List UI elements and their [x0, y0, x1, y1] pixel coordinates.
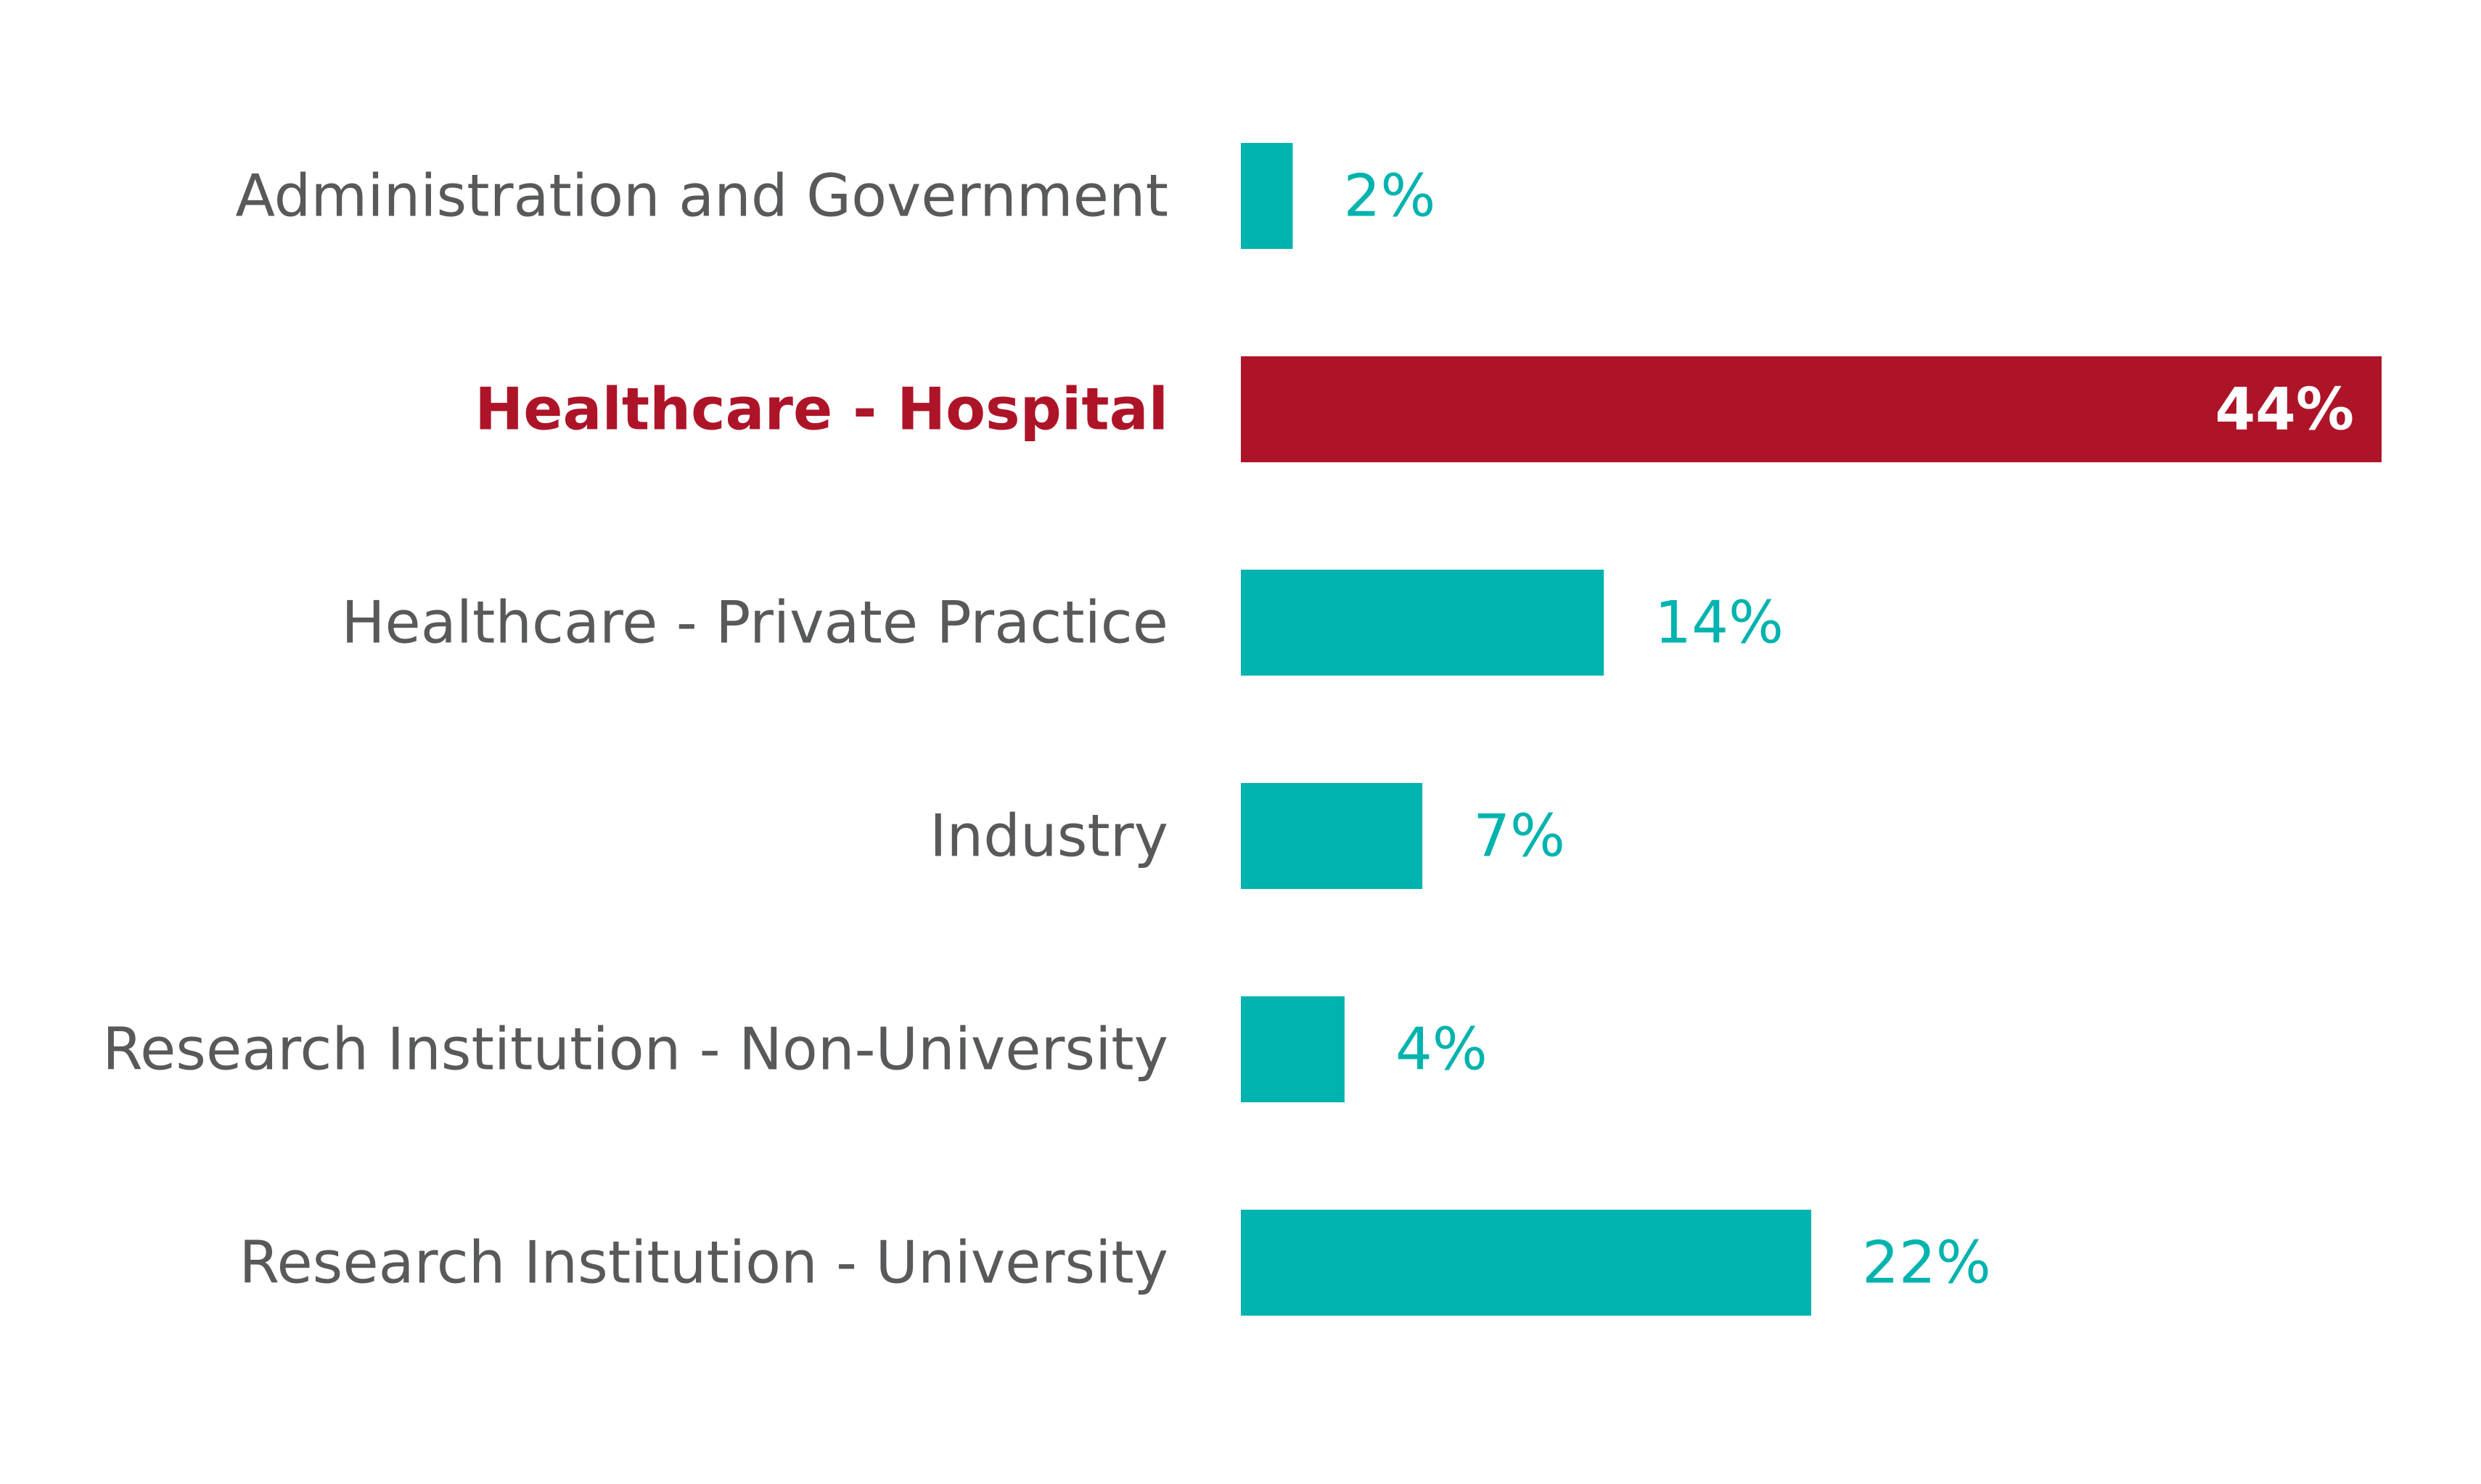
bar-research-institution-non-university: [1241, 996, 1345, 1102]
bar-industry: [1241, 783, 1423, 889]
value-label-administration-and-government: 2%: [1343, 163, 1435, 230]
category-label-healthcare-private-practice: Healthcare - Private Practice: [341, 589, 1168, 657]
category-label-administration-and-government: Administration and Government: [235, 163, 1168, 230]
value-label-healthcare-private-practice: 14%: [1654, 589, 1784, 657]
category-label-industry: Industry: [930, 803, 1168, 870]
bar-administration-and-government: [1241, 143, 1293, 249]
bar-healthcare-private-practice: [1241, 570, 1604, 676]
bars-layer: [1241, 143, 2382, 1316]
value-label-industry: 7%: [1473, 803, 1565, 870]
bar-healthcare-hospital: [1241, 356, 2382, 462]
category-label-healthcare-hospital: Healthcare - Hospital: [475, 376, 1168, 443]
value-label-healthcare-hospital: 44%: [2215, 376, 2354, 443]
value-label-research-institution-university: 22%: [1862, 1229, 1991, 1297]
category-label-research-institution-non-university: Research Institution - Non-University: [102, 1016, 1168, 1083]
category-labels: Administration and Government Healthcare …: [102, 163, 1168, 1297]
bar-research-institution-university: [1241, 1210, 1811, 1316]
value-labels: 2% 44% 14% 7% 4% 22%: [1343, 163, 2354, 1297]
value-label-research-institution-non-university: 4%: [1395, 1016, 1488, 1083]
category-label-research-institution-university: Research Institution - University: [239, 1229, 1168, 1297]
